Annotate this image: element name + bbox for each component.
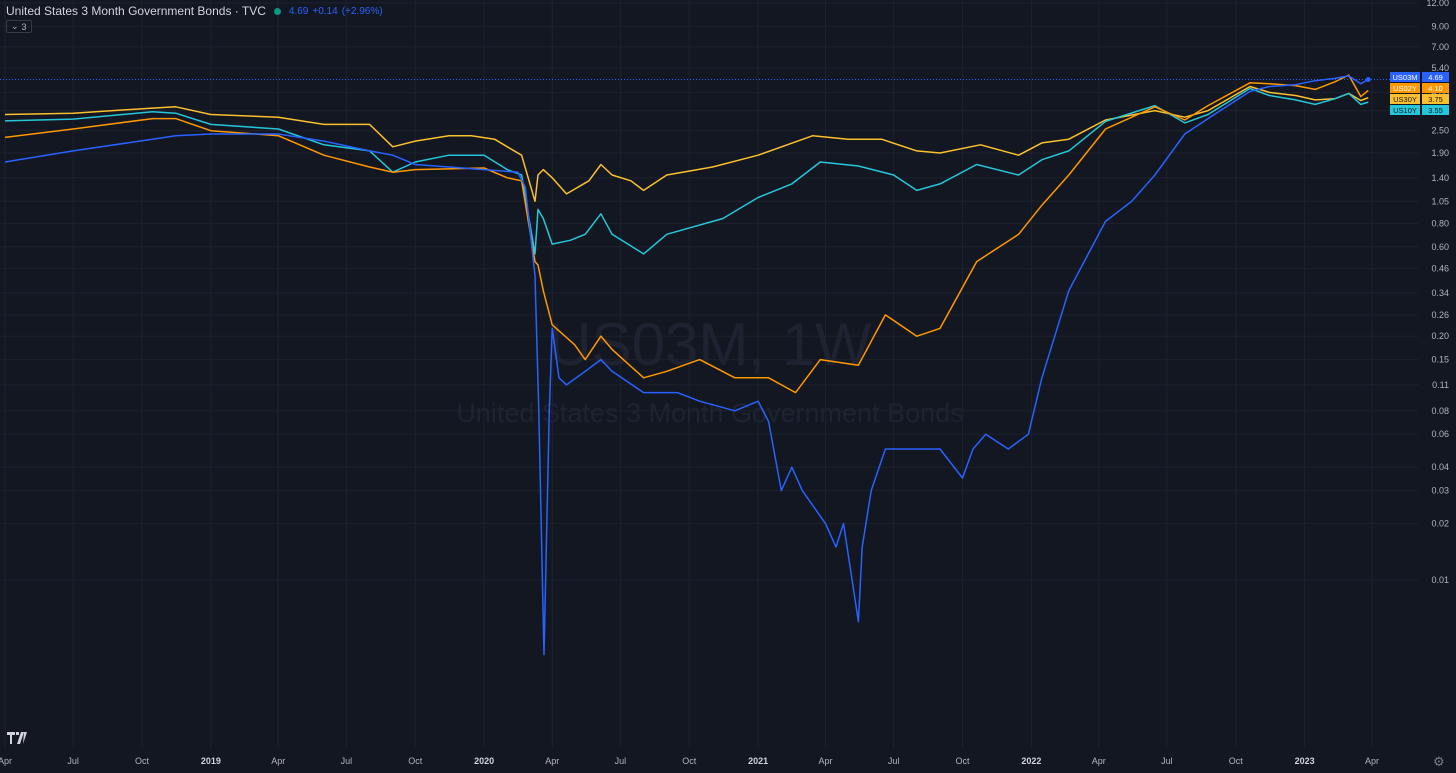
y-tick-label: 9.00	[1431, 21, 1449, 31]
price-change: +0.14	[312, 5, 338, 17]
series-line-us30y	[4, 85, 1369, 203]
x-tick-label: 2022	[1021, 756, 1041, 766]
symbol-title[interactable]: United States 3 Month Government Bonds ·…	[6, 4, 266, 18]
y-tick-label: 0.80	[1431, 218, 1449, 228]
y-tick-label: 0.26	[1431, 310, 1449, 320]
badge-value-bg	[1422, 83, 1449, 93]
chart-legend-header: United States 3 Month Government Bonds ·…	[6, 3, 383, 19]
y-tick-label: 5.40	[1431, 63, 1449, 73]
badge-value-bg	[1422, 105, 1449, 115]
x-tick-label: 2021	[748, 756, 768, 766]
series-line-us03m	[4, 75, 1369, 656]
badge-value: 4.69	[1428, 73, 1443, 82]
grid-lines	[0, 0, 1418, 748]
x-tick-label: Oct	[682, 756, 697, 766]
x-tick-label: Apr	[0, 756, 12, 766]
badge-name: US02Y	[1393, 84, 1417, 93]
y-tick-label: 1.90	[1431, 148, 1449, 158]
y-tick-label: 2.50	[1431, 126, 1449, 136]
last-price: 4.69	[288, 5, 309, 17]
x-tick-label: Apr	[271, 756, 285, 766]
badge-name-bg	[1390, 83, 1420, 93]
x-tick-label: 2023	[1295, 756, 1315, 766]
badge-name: US30Y	[1393, 95, 1417, 104]
badge-value: 3.75	[1428, 95, 1443, 104]
market-status-dot-icon	[273, 7, 281, 15]
x-tick-label: Apr	[818, 756, 832, 766]
y-tick-label: 0.11	[1432, 380, 1449, 390]
y-tick-label: 12.00	[1426, 0, 1449, 8]
y-tick-label: 0.04	[1431, 462, 1449, 472]
x-tick-label: Jul	[67, 756, 79, 766]
last-value-badges: US03M 4.69 US02Y 4.10 US30Y 3.75 US10Y 3.55	[1390, 72, 1449, 115]
x-tick-label: Oct	[135, 756, 150, 766]
y-tick-label: 0.20	[1431, 331, 1449, 341]
indicator-count: 3	[21, 21, 27, 32]
y-tick-label: 0.34	[1431, 288, 1449, 298]
badge-name-bg	[1390, 94, 1420, 104]
badge-value: 3.55	[1428, 106, 1443, 115]
price-change-percent: (+2.96%)	[341, 5, 383, 17]
x-tick-label: 2019	[201, 756, 221, 766]
x-tick-label: Oct	[408, 756, 423, 766]
x-tick-label: Oct	[955, 756, 970, 766]
series-lines	[0, 74, 1418, 656]
y-tick-label: 0.03	[1431, 486, 1449, 496]
badge-value-bg	[1422, 72, 1449, 82]
y-tick-label: 0.06	[1431, 429, 1449, 439]
badge-value: 4.10	[1428, 84, 1443, 93]
y-tick-label: 0.02	[1431, 519, 1449, 529]
x-tick-label: Jul	[1161, 756, 1173, 766]
last-price-dot	[1365, 76, 1371, 82]
quote-values: 4.69 +0.14 (+2.96%)	[289, 6, 383, 17]
watermark-name: United States 3 Month Government Bonds	[456, 398, 963, 428]
y-tick-label: 1.40	[1431, 173, 1449, 183]
x-tick-label: Apr	[545, 756, 559, 766]
badge-value-bg	[1422, 94, 1449, 104]
x-tick-label: Apr	[1092, 756, 1106, 766]
series-line-us10y	[4, 87, 1369, 255]
price-axis-background	[1418, 0, 1456, 773]
x-tick-label: Oct	[1229, 756, 1244, 766]
badge-name-bg	[1390, 105, 1420, 115]
y-tick-label: 1.05	[1431, 196, 1449, 206]
y-tick-label: 7.00	[1431, 42, 1449, 52]
x-tick-label: Jul	[888, 756, 900, 766]
x-tick-label: Apr	[1365, 756, 1379, 766]
collapse-indicators-button[interactable]: ⌄ 3	[6, 20, 32, 33]
tradingview-logo-icon[interactable]	[7, 731, 29, 745]
watermark-symbol: US03M, 1W	[548, 311, 872, 378]
time-axis[interactable]: Apr Jul Oct 2019 Apr Jul Oct 2020 Apr Jul Oct 2021 A…	[0, 756, 1379, 766]
x-tick-label: 2020	[474, 756, 494, 766]
y-tick-label: 0.60	[1431, 242, 1449, 252]
chevron-down-icon: ⌄	[11, 21, 19, 31]
badge-name: US10Y	[1393, 106, 1417, 115]
badge-name: US03M	[1392, 73, 1417, 82]
y-tick-label: 0.01	[1431, 575, 1449, 585]
settings-gear-icon[interactable]: ⚙	[1433, 754, 1445, 769]
y-tick-label: 0.15	[1431, 355, 1449, 365]
x-tick-label: Jul	[341, 756, 353, 766]
x-tick-label: Jul	[615, 756, 627, 766]
series-line-us02y	[4, 74, 1369, 394]
badge-name-bg	[1390, 72, 1420, 82]
y-tick-label: 0.46	[1431, 263, 1449, 273]
y-tick-label: 0.08	[1431, 406, 1449, 416]
price-axis[interactable]: 12.009.007.005.404.003.202.501.901.401.0…	[1418, 0, 1456, 773]
